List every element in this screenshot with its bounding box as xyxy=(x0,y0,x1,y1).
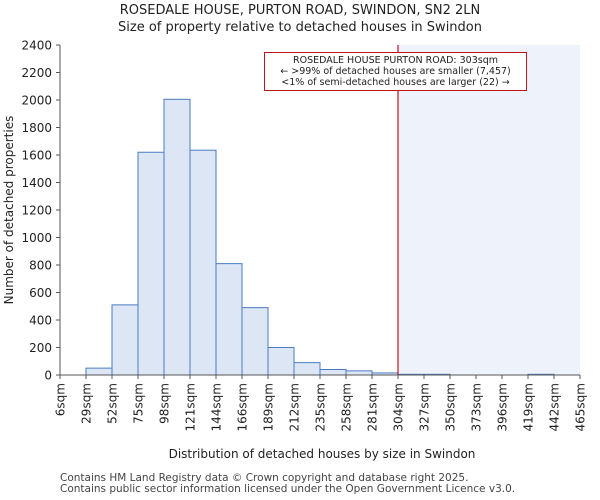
y-tick-label: 400 xyxy=(29,314,52,328)
footer-line-2: Contains public sector information licen… xyxy=(60,483,516,495)
x-tick-label: 373sqm xyxy=(470,383,484,431)
y-tick-label: 1800 xyxy=(21,121,52,135)
histogram-bar xyxy=(215,263,243,376)
x-tick-label: 396sqm xyxy=(496,383,510,431)
y-tick-label: 0 xyxy=(44,369,52,383)
x-tick-label: 29sqm xyxy=(80,383,94,424)
x-tick-label: 52sqm xyxy=(106,383,120,424)
x-tick-label: 6sqm xyxy=(54,383,68,416)
y-tick-label: 2400 xyxy=(21,39,52,53)
x-tick-label: 465sqm xyxy=(574,383,588,431)
x-axis-label: Distribution of detached houses by size … xyxy=(169,447,476,461)
x-tick-label: 189sqm xyxy=(262,383,276,431)
x-tick-label: 304sqm xyxy=(392,383,406,431)
x-tick-label: 442sqm xyxy=(548,383,562,431)
y-tick-label: 800 xyxy=(29,259,52,273)
x-tick-label: 419sqm xyxy=(522,383,536,431)
y-tick-label: 1000 xyxy=(21,231,52,245)
histogram-bar xyxy=(345,370,373,376)
histogram-bar xyxy=(137,151,165,376)
y-axis-label: Number of detached properties xyxy=(2,116,16,305)
histogram-bar xyxy=(111,304,139,376)
x-tick-label: 98sqm xyxy=(158,383,172,424)
chart-subtitle: Size of property relative to detached ho… xyxy=(118,20,482,35)
y-tick-label: 1200 xyxy=(21,204,52,218)
y-tick-label: 1600 xyxy=(21,149,52,163)
histogram-bar xyxy=(319,369,347,376)
chart-title-block: ROSEDALE HOUSE, PURTON ROAD, SWINDON, SN… xyxy=(0,2,600,36)
x-tick-label: 144sqm xyxy=(210,383,224,431)
annotation-line-1: ROSEDALE HOUSE PURTON ROAD: 303sqm xyxy=(292,55,498,66)
x-tick-label: 75sqm xyxy=(132,383,146,424)
histogram-bar xyxy=(85,367,113,376)
y-tick-label: 600 xyxy=(29,286,52,300)
x-tick-label: 281sqm xyxy=(366,383,380,431)
x-tick-label: 166sqm xyxy=(236,383,250,431)
histogram-bar xyxy=(189,149,217,376)
y-tick-label: 200 xyxy=(29,341,52,355)
histogram-bar xyxy=(293,362,321,376)
larger-region-shade xyxy=(398,45,580,375)
x-tick-label: 258sqm xyxy=(340,383,354,431)
x-tick-label: 235sqm xyxy=(314,383,328,431)
property-annotation-box: ROSEDALE HOUSE PURTON ROAD: 303sqm ← >99… xyxy=(264,52,527,91)
annotation-line-2: ← >99% of detached houses are smaller (7… xyxy=(280,66,511,77)
y-tick-label: 1400 xyxy=(21,176,52,190)
histogram-bar xyxy=(163,98,191,376)
x-tick-label: 121sqm xyxy=(184,383,198,431)
footer: Contains HM Land Registry data © Crown c… xyxy=(60,473,515,495)
y-tick-label: 2000 xyxy=(21,94,52,108)
histogram-bar xyxy=(267,347,295,376)
histogram-bar xyxy=(241,307,269,376)
footer-line-1: Contains HM Land Registry data © Crown c… xyxy=(60,472,469,484)
x-tick-label: 327sqm xyxy=(418,383,432,431)
y-tick-label: 2200 xyxy=(21,66,52,80)
chart-title: ROSEDALE HOUSE, PURTON ROAD, SWINDON, SN… xyxy=(119,3,481,18)
x-tick-label: 350sqm xyxy=(444,383,458,431)
annotation-line-3: <1% of semi-detached houses are larger (… xyxy=(281,77,510,88)
x-tick-label: 212sqm xyxy=(288,383,302,431)
